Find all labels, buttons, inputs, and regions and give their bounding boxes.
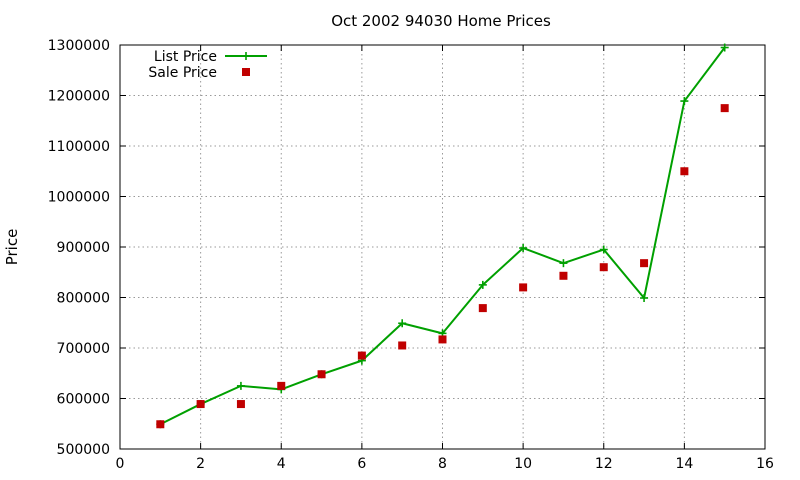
x-tick-label: 12 — [595, 456, 613, 472]
data-point — [680, 167, 689, 176]
data-point — [640, 294, 649, 303]
legend-marker — [242, 52, 250, 60]
data-point — [519, 283, 528, 292]
series-layer — [156, 43, 729, 429]
y-axis-label: Price — [3, 229, 21, 266]
legend-marker — [242, 68, 250, 76]
y-tick-label: 500000 — [57, 442, 110, 458]
y-tick-label: 700000 — [57, 341, 110, 357]
data-point — [438, 335, 447, 344]
data-point — [519, 244, 528, 253]
data-point — [357, 351, 366, 360]
data-point — [599, 263, 608, 272]
x-tick-label: 14 — [675, 456, 693, 472]
data-point — [599, 245, 608, 254]
data-point — [478, 304, 487, 313]
y-tick-label: 900000 — [57, 240, 110, 256]
x-tick-label: 6 — [357, 456, 366, 472]
data-point — [720, 43, 729, 52]
data-point — [720, 104, 729, 113]
series-1 — [156, 104, 729, 429]
x-tick-label: 10 — [514, 456, 532, 472]
y-tick-label: 1300000 — [48, 38, 110, 54]
data-point — [156, 420, 165, 429]
data-point — [236, 381, 245, 390]
data-point — [559, 271, 568, 280]
data-point — [640, 259, 649, 268]
x-tick-label: 8 — [438, 456, 447, 472]
data-point — [236, 400, 245, 409]
y-tick-label: 1200000 — [48, 89, 110, 105]
data-point — [277, 381, 286, 390]
y-tick-label: 800000 — [57, 291, 110, 307]
y-tick-label: 1100000 — [48, 139, 110, 155]
x-tick-label: 0 — [116, 456, 125, 472]
data-point — [317, 370, 326, 379]
x-tick-label: 16 — [756, 456, 774, 472]
y-tick-label: 600000 — [57, 392, 110, 408]
data-point — [196, 400, 205, 409]
legend-label: Sale Price — [148, 65, 217, 81]
x-tick-label: 4 — [277, 456, 286, 472]
data-point — [398, 319, 407, 328]
data-point — [680, 97, 689, 106]
x-tick-label: 2 — [196, 456, 205, 472]
chart-title: Oct 2002 94030 Home Prices — [331, 12, 551, 30]
data-point — [559, 259, 568, 268]
tick-layer: 0 2 4 6 8 10 12 14 16 500000 600000 700000 800000 900… — [48, 38, 774, 472]
data-point — [398, 341, 407, 350]
legend-label: List Price — [154, 49, 217, 65]
data-point — [478, 280, 487, 289]
y-tick-label: 1000000 — [48, 190, 110, 206]
